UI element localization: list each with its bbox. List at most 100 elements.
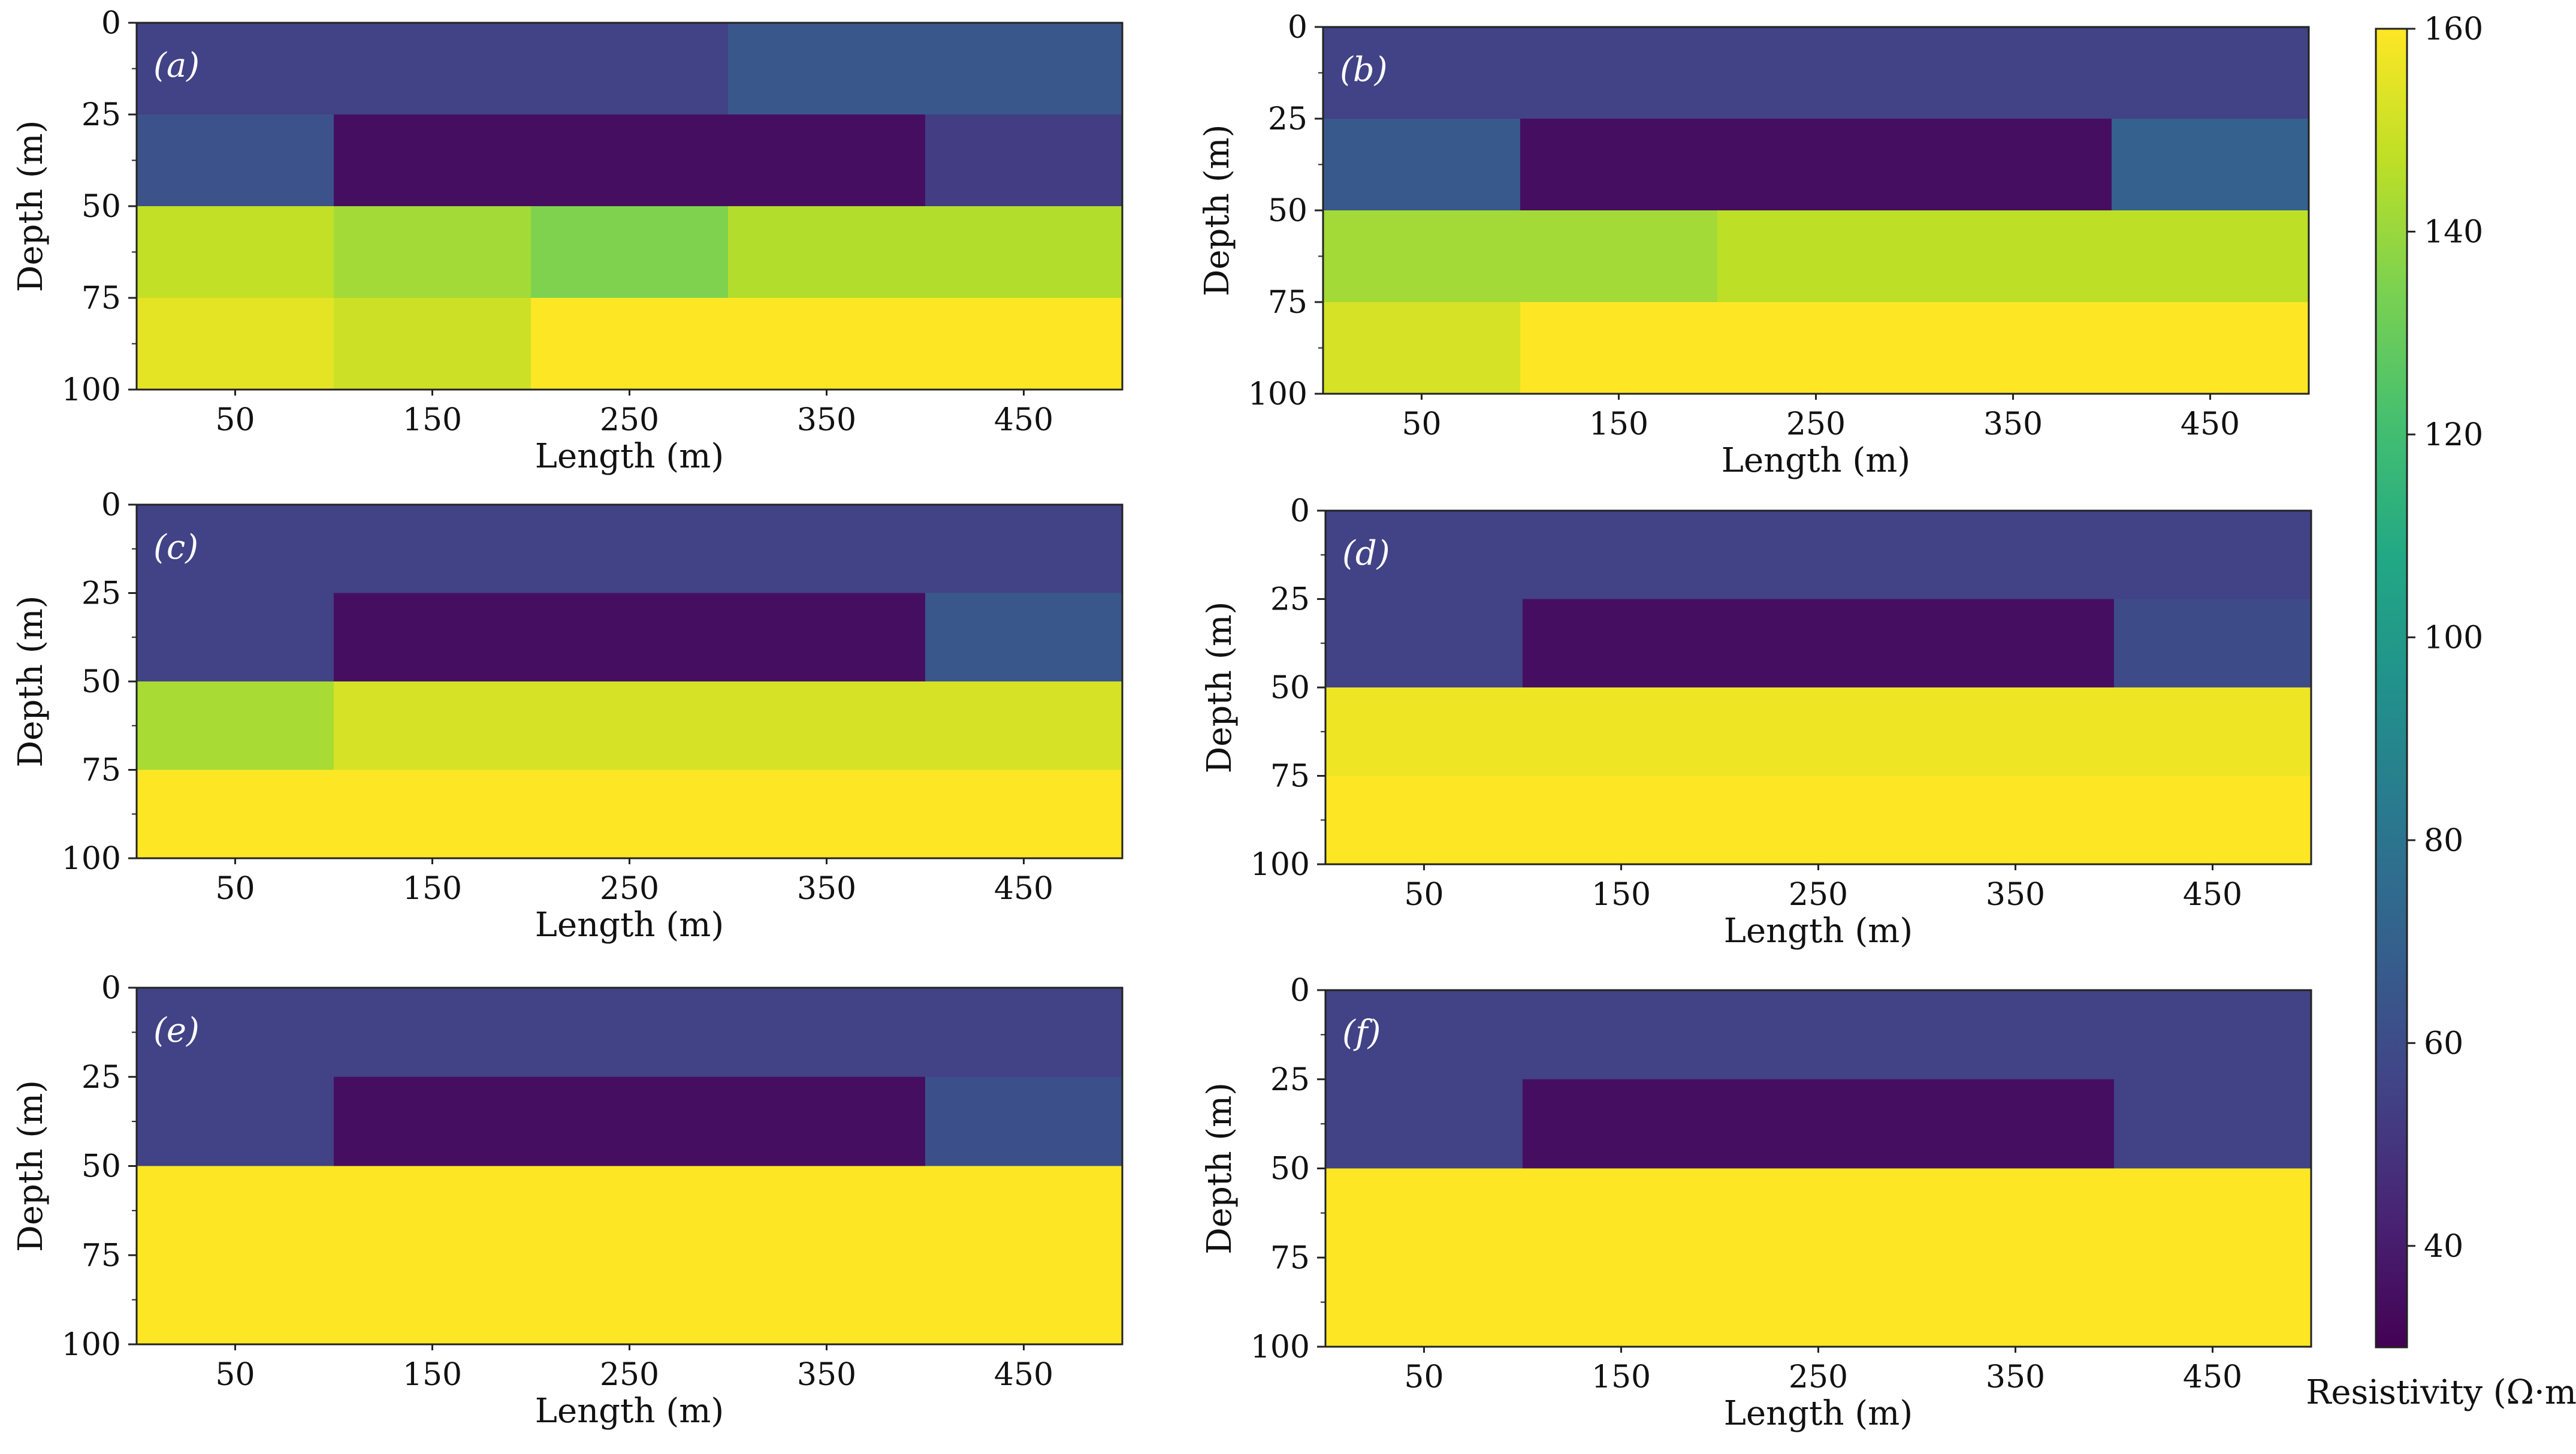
heatmap-cell xyxy=(1917,776,2115,865)
x-tick-label: 450 xyxy=(994,871,1053,907)
x-tick-label: 250 xyxy=(600,402,659,438)
heatmap-cell xyxy=(531,1255,729,1345)
x-tick-label: 450 xyxy=(994,1357,1053,1393)
heatmap-cell xyxy=(334,505,531,594)
heatmap-panel-e: (e) 0 25 50 75 100 50 150 250 350 450 Length (m) Dep… xyxy=(11,970,1124,1431)
heatmap-cell xyxy=(1323,27,1521,119)
heatmap-cell xyxy=(1325,1168,1523,1258)
heatmap-cell xyxy=(2114,1168,2312,1258)
colorbar-tick-label: 40 xyxy=(2424,1229,2463,1265)
heatmap-cell xyxy=(1917,599,2115,688)
heatmap-cell xyxy=(137,206,334,298)
x-tick-label: 250 xyxy=(600,1357,659,1393)
heatmap-cell xyxy=(1523,990,1720,1080)
colorbar-gradient xyxy=(2375,28,2408,1349)
y-axis-label: Depth (m) xyxy=(11,595,50,767)
heatmap-cell xyxy=(1520,27,1718,119)
heatmap-cell xyxy=(1720,990,1917,1080)
y-tick-label: 50 xyxy=(81,1149,121,1185)
heatmap-cell xyxy=(2114,1257,2312,1347)
heatmap-cell xyxy=(137,1166,334,1256)
panel-label: (e) xyxy=(153,1011,200,1050)
x-axis-label: Length (m) xyxy=(1724,912,1913,951)
heatmap-cell xyxy=(334,770,531,859)
heatmap-cell xyxy=(334,114,531,207)
heatmap-cell xyxy=(137,505,334,594)
heatmap-cell xyxy=(1914,27,2112,119)
x-tick-label: 50 xyxy=(215,871,255,907)
x-axis-label: Length (m) xyxy=(535,437,724,476)
heatmap-cell xyxy=(1523,511,1720,600)
colorbar-tick-label: 140 xyxy=(2424,214,2483,250)
heatmap-cell xyxy=(2112,302,2309,394)
heatmap-cell xyxy=(925,114,1123,207)
heatmap-cell xyxy=(1720,776,1917,865)
y-axis-label: Depth (m) xyxy=(11,1080,50,1252)
colorbar: 40 60 80 100 120 140 160 Resistivity (Ω·m) xyxy=(2306,11,2576,1412)
heatmap-cell xyxy=(1720,1079,1917,1169)
x-tick-label: 450 xyxy=(994,402,1053,438)
heatmap-cell xyxy=(1917,687,2115,777)
x-tick-label: 50 xyxy=(215,1357,255,1393)
heatmap-cell xyxy=(1323,210,1521,303)
x-axis-label: Length (m) xyxy=(535,1392,724,1431)
heatmap-cell xyxy=(1323,119,1521,211)
heatmap-cell xyxy=(1917,1257,2115,1347)
heatmap-cell xyxy=(137,988,334,1078)
heatmap-cell xyxy=(2114,687,2312,777)
heatmap-cell xyxy=(1717,119,1915,211)
heatmap-cell xyxy=(925,505,1123,594)
x-tick-label: 50 xyxy=(215,402,255,438)
heatmap-cell xyxy=(728,593,926,682)
x-tick-label: 350 xyxy=(797,1357,856,1393)
y-tick-label: 75 xyxy=(81,753,121,789)
heatmap-cell xyxy=(531,505,729,594)
heatmap-cell xyxy=(334,1166,531,1256)
heatmap-cell xyxy=(1523,1257,1720,1347)
heatmap-cell xyxy=(2114,1079,2312,1169)
x-tick-label: 250 xyxy=(600,871,659,907)
heatmap-cell xyxy=(1323,302,1521,394)
heatmap-cell xyxy=(1720,511,1917,600)
heatmap-cell xyxy=(1914,302,2112,394)
y-tick-label: 75 xyxy=(1270,759,1310,795)
y-tick-label: 50 xyxy=(81,664,121,700)
heatmap-cell xyxy=(728,23,926,115)
heatmap-cell xyxy=(925,988,1123,1078)
heatmap-cell xyxy=(1917,990,2115,1080)
heatmap-cell xyxy=(1717,302,1915,394)
heatmap-cell xyxy=(2114,990,2312,1080)
x-tick-label: 50 xyxy=(1404,1359,1443,1395)
heatmap-cell xyxy=(1917,511,2115,600)
x-tick-label: 250 xyxy=(1786,406,1846,442)
x-tick-label: 350 xyxy=(1986,877,2045,913)
colorbar-tick-label: 160 xyxy=(2424,11,2483,47)
heatmap-cell xyxy=(1325,511,1523,600)
heatmap-cell xyxy=(1325,776,1523,865)
x-tick-label: 150 xyxy=(403,402,462,438)
y-tick-label: 25 xyxy=(81,576,121,612)
heatmap-cell xyxy=(728,1076,926,1167)
heatmap-cell xyxy=(1523,1079,1720,1169)
x-axis-label: Length (m) xyxy=(535,906,724,945)
heatmap-cell xyxy=(334,206,531,298)
heatmap-cell xyxy=(531,988,729,1078)
heatmap-cell xyxy=(1720,599,1917,688)
y-axis-label: Depth (m) xyxy=(1198,124,1237,296)
heatmap-cell xyxy=(531,770,729,859)
heatmap-cell xyxy=(137,681,334,771)
heatmap-cell xyxy=(925,593,1123,682)
heatmap-cell xyxy=(728,298,926,390)
y-axis-label: Depth (m) xyxy=(1200,601,1239,773)
x-tick-label: 450 xyxy=(2183,1359,2242,1395)
heatmap-cell xyxy=(728,681,926,771)
colorbar-tick-label: 60 xyxy=(2424,1025,2463,1061)
heatmap-cell xyxy=(2114,599,2312,688)
heatmap-cell xyxy=(334,1076,531,1167)
y-tick-label: 100 xyxy=(62,841,121,877)
heatmap-cell xyxy=(2112,119,2309,211)
heatmap-cell xyxy=(1720,1168,1917,1258)
y-tick-label: 100 xyxy=(1251,1329,1310,1365)
colorbar-tick-label: 120 xyxy=(2424,417,2483,453)
y-tick-label: 0 xyxy=(101,970,121,1006)
